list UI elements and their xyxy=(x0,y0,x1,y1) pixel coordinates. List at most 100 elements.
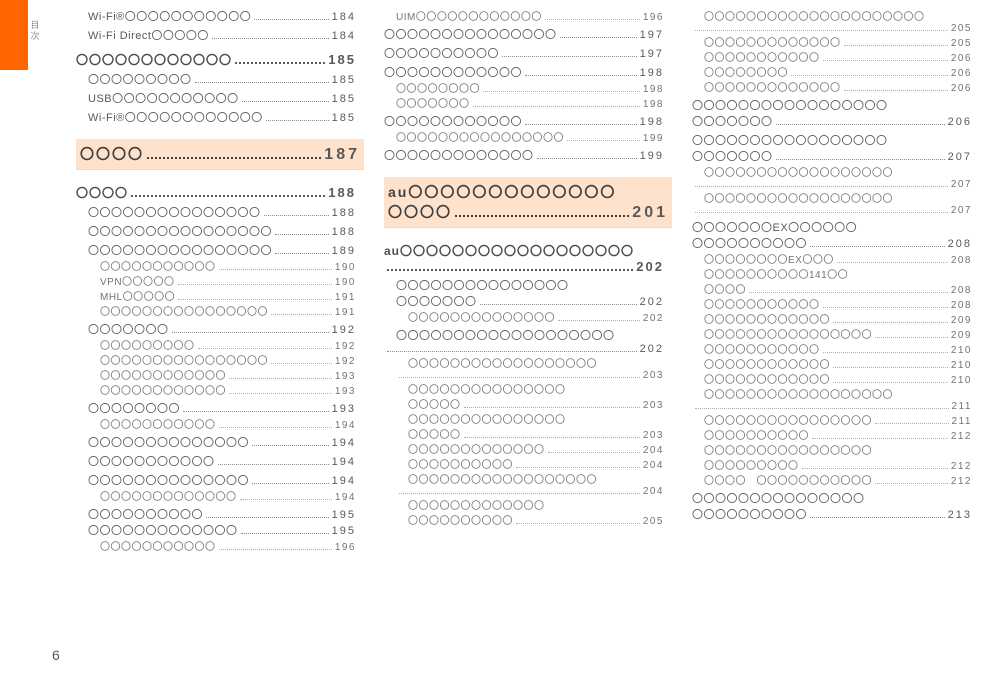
toc-row: Wi-Fi®〇〇〇〇〇〇〇〇〇〇〇〇185 xyxy=(76,109,356,125)
toc-label: 〇〇〇〇〇〇〇〇〇〇〇〇〇〇〇〇 xyxy=(384,129,564,144)
toc-label: 〇〇〇〇〇〇〇〇〇〇〇〇〇〇 xyxy=(384,309,555,324)
leader-dots xyxy=(229,377,332,379)
toc-label: Wi-Fi®〇〇〇〇〇〇〇〇〇〇〇 xyxy=(76,8,251,24)
toc-page-ref: 206 xyxy=(948,116,972,128)
toc-label: 〇〇〇〇〇〇〇〇〇〇〇〇〇〇〇〇〇 xyxy=(692,132,888,148)
toc-column: 〇〇〇〇〇〇〇〇〇〇〇〇〇〇〇〇〇〇〇〇〇205〇〇〇〇〇〇〇〇〇〇〇〇〇205… xyxy=(692,8,972,553)
toc-row: 〇〇〇〇〇〇〇〇〇〇〇〇〇〇〇〇〇〇 xyxy=(692,386,972,401)
toc-page-ref: 185 xyxy=(332,93,356,105)
toc-page-ref: 198 xyxy=(640,116,664,128)
toc-page-ref: 184 xyxy=(332,30,356,42)
leader-dots xyxy=(218,463,329,465)
leader-dots xyxy=(399,492,640,494)
toc-row: 〇〇〇〇〇〇〇〇〇〇〇〇210 xyxy=(692,371,972,386)
leader-dots xyxy=(548,451,640,453)
leader-dots xyxy=(749,291,948,293)
side-label-char: 目 xyxy=(28,20,42,31)
toc-label: 〇〇〇〇〇〇〇〇〇〇〇 xyxy=(76,416,216,431)
leader-dots xyxy=(271,362,332,364)
toc-page-ref: 199 xyxy=(640,150,664,162)
toc-page-ref: 189 xyxy=(332,245,356,257)
toc-row: 〇〇〇〇〇〇〇〇〇〇204 xyxy=(384,456,664,471)
leader-dots xyxy=(875,336,948,338)
toc-row: 207 xyxy=(692,205,972,216)
toc-label: 〇〇〇〇〇〇〇 xyxy=(692,148,773,164)
toc-row: 〇〇〇〇〇〇〇〇〇〇〇210 xyxy=(692,341,972,356)
toc-row: 〇〇〇〇〇〇〇〇〇〇213 xyxy=(692,506,972,522)
toc-label: 〇〇〇〇〇〇〇〇〇〇〇〇〇〇〇〇 xyxy=(692,412,872,427)
toc-page-ref: 187 xyxy=(324,146,360,164)
toc-row: 〇〇〇〇〇〇〇〇〇〇〇〇〇〇〇 xyxy=(384,277,664,293)
toc-label: 〇〇〇〇〇〇〇〇〇〇 xyxy=(384,456,513,471)
toc-page-ref: 190 xyxy=(335,262,356,273)
toc-row: Wi-Fi Direct〇〇〇〇〇184 xyxy=(76,27,356,43)
toc-label: 〇〇〇〇〇〇〇〇〇〇〇〇〇〇〇 xyxy=(384,411,566,426)
leader-dots xyxy=(241,532,329,534)
leader-dots xyxy=(240,498,332,500)
toc-row: 〇〇〇〇〇〇〇〇〇〇〇〇〇〇194 xyxy=(76,472,356,488)
leader-dots xyxy=(212,37,329,39)
leader-dots xyxy=(833,321,948,323)
toc-row: 〇〇〇〇〇203 xyxy=(384,396,664,411)
toc-row: 〇〇〇〇〇〇〇〇〇〇〇196 xyxy=(76,538,356,553)
toc-label: 〇〇〇〇〇〇〇〇〇〇 xyxy=(76,506,203,522)
toc-page-ref: 192 xyxy=(335,341,356,352)
toc-row: au〇〇〇〇〇〇〇〇〇〇〇〇〇〇〇〇〇〇 xyxy=(384,242,664,259)
toc-row: 〇〇〇〇〇〇〇〇〇〇〇〇〇〇〇〇〇〇 xyxy=(384,471,664,486)
toc-row: 〇〇〇〇〇〇〇〇〇〇〇194 xyxy=(76,453,356,469)
toc-row: 〇〇〇〇〇〇〇〇〇〇〇〇〇〇202 xyxy=(384,309,664,324)
toc-label: 〇〇〇〇〇〇〇〇〇〇〇 xyxy=(692,341,820,356)
toc-row: 〇〇〇〇〇〇〇〇〇〇〇〇〇〇〇〇〇〇〇 xyxy=(384,327,664,343)
toc-row: 〇〇〇〇〇〇〇〇〇〇〇〇〇〇〇 xyxy=(384,381,664,396)
toc-label: VPN〇〇〇〇〇 xyxy=(76,273,175,288)
toc-row: 202 xyxy=(384,343,664,355)
toc-row: 〇〇〇〇〇〇〇〇〇〇〇〇〇〇〇188 xyxy=(76,204,356,220)
leader-dots xyxy=(219,426,332,428)
gap xyxy=(76,170,356,184)
leader-dots xyxy=(266,119,329,121)
toc-label: 〇〇〇〇〇〇〇〇〇〇〇〇〇〇 xyxy=(76,472,249,488)
toc-label: 〇〇〇〇〇〇〇 xyxy=(76,321,169,337)
toc-page-ref: 184 xyxy=(332,11,356,23)
toc-label: 〇〇〇〇〇〇〇〇 xyxy=(384,80,480,95)
leader-dots xyxy=(525,123,637,125)
toc-label: 〇〇〇〇〇 xyxy=(384,396,461,411)
toc-label: 〇〇〇〇〇〇〇〇〇〇〇〇〇 xyxy=(76,488,237,503)
toc-label: 〇〇〇〇〇〇〇EX〇〇〇〇〇〇 xyxy=(692,219,857,235)
leader-dots xyxy=(802,467,948,469)
toc-label: 〇〇〇〇〇〇〇〇〇〇〇〇 xyxy=(384,64,522,80)
toc-row: 〇〇〇〇〇〇〇207 xyxy=(692,148,972,164)
leader-dots xyxy=(464,406,640,408)
page-number: 6 xyxy=(52,647,60,663)
toc-label: 〇〇〇〇〇〇〇〇〇〇〇〇〇〇〇〇〇 xyxy=(692,97,888,113)
toc-row: 〇〇〇〇188 xyxy=(76,184,356,201)
toc-page-ref: 204 xyxy=(643,486,664,497)
toc-label: 〇〇〇〇〇〇〇 xyxy=(692,113,773,129)
gap xyxy=(384,228,664,242)
toc-page-ref: 203 xyxy=(643,370,664,381)
toc-label: 〇〇〇〇〇〇〇〇〇〇〇〇〇〇〇〇〇〇〇 xyxy=(384,327,615,343)
toc-label: 〇〇〇〇〇〇〇〇〇〇〇〇 xyxy=(692,311,830,326)
toc-row: 〇〇〇〇〇〇〇〇〇〇〇〇〇〇〇〇209 xyxy=(692,326,972,341)
leader-dots xyxy=(235,61,325,64)
toc-row: 〇〇〇〇〇〇〇〇〇〇〇〇185 xyxy=(76,51,356,68)
toc-page-ref: 202 xyxy=(640,343,664,355)
toc-page-ref: 185 xyxy=(332,74,356,86)
toc-row: 〇〇〇〇〇〇〇〇〇〇〇〇〇〇〇〇188 xyxy=(76,223,356,239)
toc-page-ref: 196 xyxy=(643,12,664,23)
toc-label: 〇〇〇〇〇〇〇〇〇〇〇 xyxy=(76,258,216,273)
toc-label: 〇〇〇〇 〇〇〇〇〇〇〇〇〇〇〇 xyxy=(692,472,872,487)
toc-row: 〇〇〇〇〇〇〇〇〇〇208 xyxy=(692,235,972,251)
section-tab xyxy=(0,0,28,70)
toc-label: 〇〇〇〇〇〇〇 xyxy=(384,293,477,309)
leader-dots xyxy=(823,351,948,353)
toc-label: 〇〇〇〇〇〇〇〇〇〇 xyxy=(384,512,513,527)
leader-dots xyxy=(399,376,640,378)
leader-dots xyxy=(776,158,945,160)
toc-row: 〇〇〇〇〇〇〇〇〇〇〇〇210 xyxy=(692,356,972,371)
toc-row: 〇〇〇〇 187 xyxy=(76,139,364,170)
toc-label: 〇〇〇〇 xyxy=(80,144,144,164)
toc-row: 〇〇〇〇〇〇〇〇〇〇197 xyxy=(384,45,664,61)
toc-label: 〇〇〇〇〇〇〇〇〇〇〇〇 xyxy=(384,113,522,129)
toc-label: 〇〇〇〇〇〇〇〇 xyxy=(76,400,180,416)
